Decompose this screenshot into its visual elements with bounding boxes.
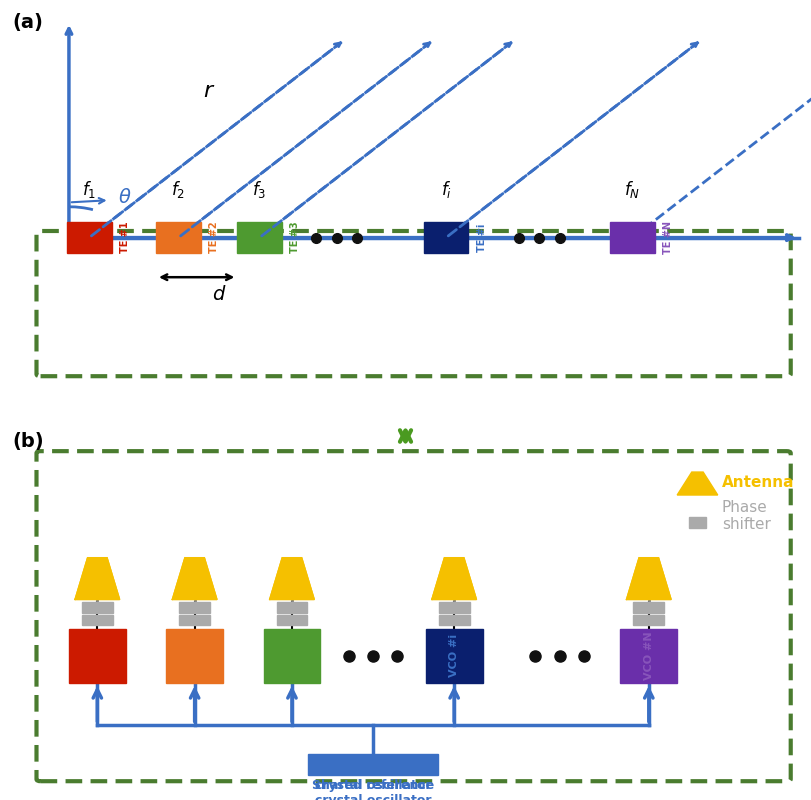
Text: TE #i: TE #i [477,223,487,252]
Text: $\theta$: $\theta$ [118,188,131,206]
Text: VCO #1: VCO #1 [92,632,102,679]
Text: (a): (a) [12,14,43,32]
Polygon shape [173,558,217,599]
Text: Phase
shifter: Phase shifter [722,500,770,532]
Bar [166,629,223,683]
Text: $f_i$: $f_i$ [440,179,452,200]
Text: Shared reference
crystal oscillator: Shared reference crystal oscillator [312,779,434,800]
Bar [264,629,320,683]
Bar [277,602,307,613]
Bar [67,222,112,253]
Polygon shape [677,472,718,495]
Bar [277,615,307,625]
Text: $f_3$: $f_3$ [252,179,267,200]
FancyBboxPatch shape [36,451,791,781]
Text: Shared reference
crystal oscillator: Shared reference crystal oscillator [312,765,434,793]
Bar [69,629,126,683]
Text: VCO #2: VCO #2 [190,632,200,679]
Bar [179,615,210,625]
Bar [620,629,677,683]
FancyBboxPatch shape [36,231,791,376]
Text: TE #N: TE #N [663,221,673,254]
Text: VCO #3: VCO #3 [287,632,297,679]
Bar [611,222,655,253]
Bar [238,222,282,253]
Polygon shape [75,558,120,599]
Text: $f_N$: $f_N$ [624,179,641,200]
Bar [689,517,706,529]
Polygon shape [431,558,477,599]
Text: VCO #i: VCO #i [449,634,459,678]
Text: Antenna: Antenna [722,475,794,490]
Text: TE #3: TE #3 [290,222,300,254]
Text: $r$: $r$ [203,81,215,101]
Bar [439,615,470,625]
Text: TE #1: TE #1 [120,222,130,254]
Text: VCO #N: VCO #N [644,631,654,680]
Bar [439,602,470,613]
Bar [423,222,469,253]
Bar [426,629,483,683]
Polygon shape [627,558,672,599]
Bar [82,615,113,625]
Bar [633,602,664,613]
Bar [633,615,664,625]
Text: $f_1$: $f_1$ [82,179,97,200]
Bar [82,602,113,613]
Text: (b): (b) [12,432,44,451]
Text: $f_2$: $f_2$ [171,179,186,200]
Text: $d$: $d$ [212,286,226,304]
Bar [308,754,438,775]
Polygon shape [269,558,315,599]
Bar [179,602,210,613]
Bar [157,222,201,253]
Text: TE #2: TE #2 [209,222,219,254]
